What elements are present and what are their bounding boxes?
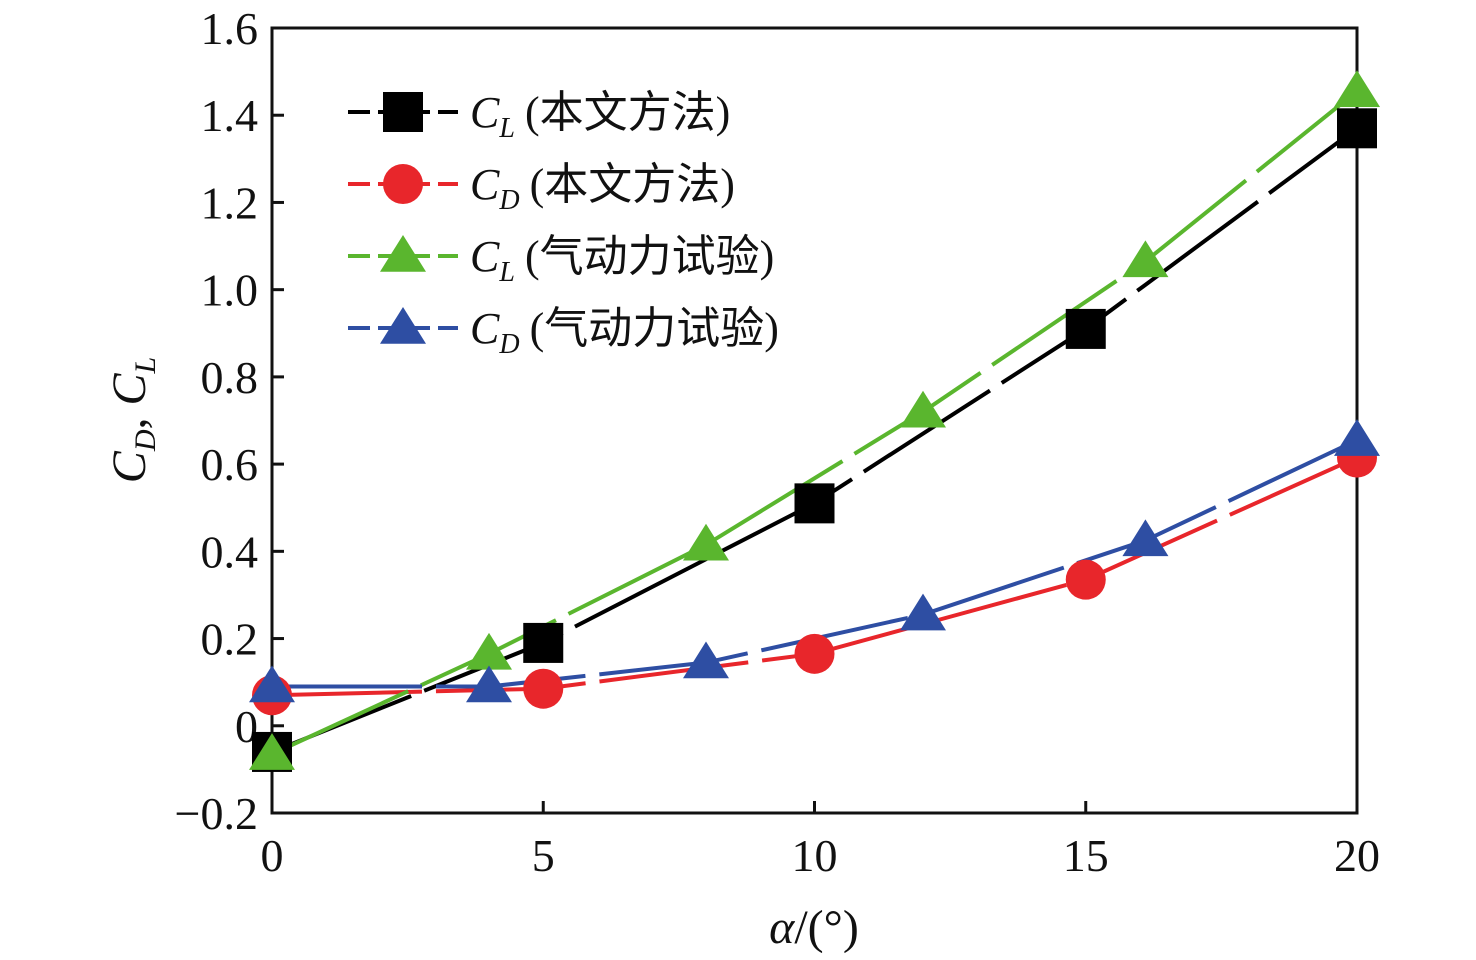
legend-marker-2	[380, 235, 426, 272]
data-point-s3	[683, 641, 729, 679]
data-point-s3	[1334, 419, 1380, 456]
x-tick-label: 5	[532, 830, 555, 881]
data-point-s2	[683, 523, 729, 561]
plot-frame	[270, 26, 1359, 815]
legend-marker-0	[383, 92, 423, 132]
y-axis-label: CD, CL	[103, 357, 162, 483]
data-point-s2	[249, 733, 295, 770]
legend-item-2: CL (气动力试验)	[348, 232, 774, 288]
legend-item-0: CL (本文方法)	[348, 88, 730, 144]
data-point-s3	[900, 593, 946, 631]
data-point-s2	[466, 632, 512, 670]
y-tick-label: 1.4	[201, 90, 259, 141]
legend-marker-1	[383, 164, 423, 204]
legend-item-1: CD (本文方法)	[348, 160, 735, 216]
legend-label-1: CD (本文方法)	[470, 160, 735, 216]
legend-item-3: CD (气动力试验)	[348, 304, 779, 360]
data-point-s1	[1065, 559, 1106, 600]
data-point-s2	[1122, 240, 1169, 278]
y-tick-label: 1.2	[201, 177, 259, 228]
legend: CL (本文方法) CD (本文方法) CL (气动力试验) CD (气动力试验)	[348, 88, 779, 360]
data-point-s1	[523, 668, 564, 709]
y-tick-label: 0.4	[201, 526, 259, 577]
series-markers	[249, 70, 1380, 772]
data-point-s0	[523, 622, 564, 663]
data-point-s3	[1122, 519, 1169, 557]
x-tick-label: 20	[1334, 830, 1380, 881]
legend-marker-3	[380, 307, 426, 344]
series-line-2	[271, 89, 1359, 756]
x-tick-label: 10	[792, 830, 838, 881]
y-tick-label: 0.2	[201, 614, 259, 665]
ticks: 0 5 10 15 20−0.200.20.40.60.81.01.21.41.6	[175, 3, 1380, 881]
y-tick-label: −0.2	[175, 788, 258, 839]
data-point-s3	[466, 665, 512, 703]
data-point-s3	[249, 665, 295, 703]
legend-label-3: CD (气动力试验)	[470, 304, 779, 360]
data-point-s2	[1334, 70, 1380, 107]
y-tick-label: 1.6	[201, 3, 259, 54]
data-point-s0	[1337, 108, 1377, 149]
data-point-s0	[1065, 308, 1106, 349]
x-axis-label: α/(°)	[769, 901, 859, 954]
data-point-s1	[794, 633, 835, 674]
x-tick-label: 0	[261, 830, 284, 881]
data-point-s0	[794, 483, 835, 524]
x-tick-label: 15	[1063, 830, 1109, 881]
y-tick-label: 0.8	[201, 352, 259, 403]
y-tick-label: 0.6	[201, 439, 259, 490]
legend-label-2: CL (气动力试验)	[470, 232, 774, 288]
legend-label-0: CL (本文方法)	[470, 88, 730, 144]
y-tick-label: 1.0	[201, 265, 259, 316]
data-point-s2	[900, 390, 946, 428]
